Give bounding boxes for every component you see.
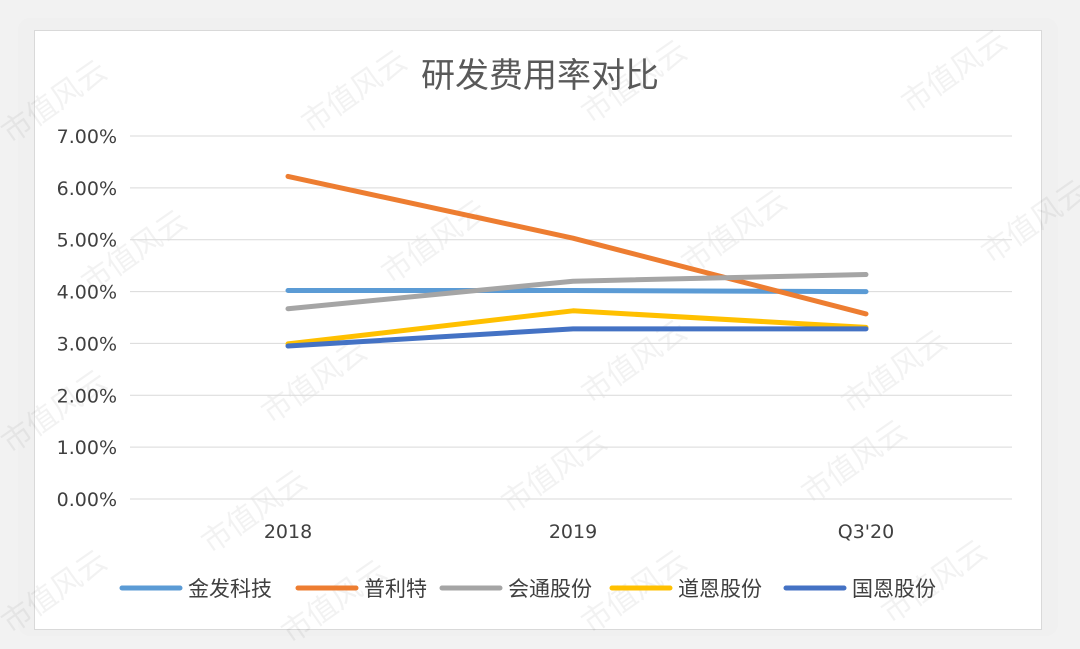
legend-label: 会通股份 bbox=[508, 577, 592, 601]
watermark-text: 市值风云 bbox=[795, 413, 913, 510]
legend-item-4: 道恩股份 bbox=[609, 577, 762, 601]
x-tick-label: 2018 bbox=[264, 521, 312, 543]
watermark-text: 市值风云 bbox=[195, 463, 313, 560]
gridlines bbox=[130, 135, 1012, 500]
x-tick-label: Q3'20 bbox=[838, 521, 894, 543]
y-tick-label: 1.00% bbox=[57, 437, 117, 459]
watermark-text: 市值风云 bbox=[835, 323, 953, 420]
watermark-text: 市值风云 bbox=[275, 553, 393, 649]
legend-item-1: 金发科技 bbox=[119, 577, 272, 601]
legend-label: 金发科技 bbox=[188, 577, 272, 601]
legend-item-5: 国恩股份 bbox=[783, 577, 936, 601]
chart-title: 研发费用率对比 bbox=[421, 56, 659, 96]
y-tick-label: 6.00% bbox=[57, 178, 117, 200]
y-tick-label: 0.00% bbox=[57, 489, 117, 511]
series-lines bbox=[285, 173, 869, 349]
watermark-text: 市值风云 bbox=[675, 183, 793, 280]
y-tick-label: 4.00% bbox=[57, 282, 117, 304]
y-tick-label: 7.00% bbox=[57, 126, 117, 148]
watermark-text: 市值风云 bbox=[575, 543, 693, 640]
x-axis-ticks: 2018 2019 Q3'20 bbox=[264, 521, 894, 543]
series-line-5 bbox=[285, 326, 869, 349]
legend-label: 普利特 bbox=[364, 577, 427, 601]
legend-item-3: 会通股份 bbox=[439, 577, 592, 601]
watermark-text: 市值风云 bbox=[255, 333, 373, 430]
y-tick-label: 2.00% bbox=[57, 385, 117, 407]
watermark-text: 市值风云 bbox=[295, 43, 413, 140]
legend-label: 国恩股份 bbox=[852, 577, 936, 601]
y-tick-label: 5.00% bbox=[57, 230, 117, 252]
watermark-text: 市值风云 bbox=[0, 543, 114, 640]
legend-label: 道恩股份 bbox=[678, 577, 762, 601]
legend-item-2: 普利特 bbox=[295, 577, 427, 601]
series-line-2 bbox=[285, 173, 869, 317]
watermark-text: 市值风云 bbox=[495, 423, 613, 520]
watermark-text: 市值风云 bbox=[895, 23, 1013, 120]
series-line-3 bbox=[285, 272, 869, 312]
y-tick-label: 3.00% bbox=[57, 333, 117, 355]
y-axis-ticks: 0.00% 1.00% 2.00% 3.00% 4.00% 5.00% 6.00% 7.00% bbox=[57, 126, 117, 511]
x-tick-label: 2019 bbox=[549, 521, 597, 543]
legend: 金发科技 普利特 会通股份 道恩股份 国恩股份 bbox=[119, 577, 936, 601]
series-line-4 bbox=[285, 308, 869, 347]
